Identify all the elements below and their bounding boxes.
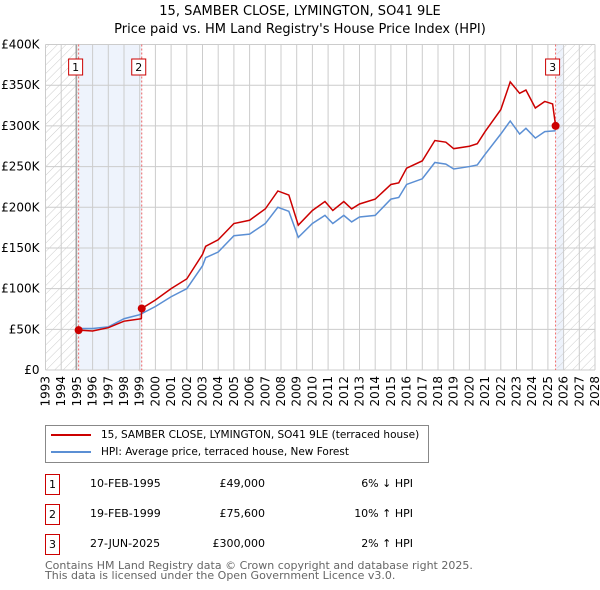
x-tick-label: 2026 xyxy=(557,376,571,407)
sale-price: £75,600 xyxy=(219,507,266,520)
x-tick-label: 2007 xyxy=(258,376,272,407)
x-tick-label: 2015 xyxy=(384,376,398,407)
sale-badge: 2 xyxy=(45,504,60,525)
sale-date: 27-JUN-2025 xyxy=(90,537,161,550)
legend-blue-line xyxy=(51,451,91,453)
x-tick-label: 1993 xyxy=(39,376,53,407)
x-tick-label: 2021 xyxy=(478,376,492,407)
x-tick-label: 2024 xyxy=(525,376,539,407)
sale-badge xyxy=(68,58,84,76)
price-paid-line xyxy=(78,80,557,332)
sale-badge-label: 3 xyxy=(549,61,556,74)
sale-badge xyxy=(545,58,561,76)
chart-title: 15, SAMBER CLOSE, LYMINGTON, SO41 9LE xyxy=(159,4,441,19)
legend-label-hpi: HPI: Average price, terraced house, New … xyxy=(101,446,349,458)
sale-hpi-diff: 2% ↑ HPI xyxy=(361,537,413,550)
x-tick-label: 2003 xyxy=(196,376,210,407)
sale-date: 19-FEB-1999 xyxy=(90,507,161,520)
x-tick-label: 1997 xyxy=(101,376,115,407)
x-tick-label: 2004 xyxy=(211,376,225,407)
x-tick-label: 2022 xyxy=(494,376,508,407)
x-tick-label: 1996 xyxy=(86,376,100,407)
x-tick-label: 2023 xyxy=(510,376,524,407)
x-tick-label: 2008 xyxy=(274,376,288,407)
x-tick-label: 2027 xyxy=(572,376,586,407)
footer: Contains HM Land Registry data © Crown c… xyxy=(45,559,473,582)
x-tick-label: 2017 xyxy=(415,376,429,407)
y-tick-label: £50K xyxy=(9,322,41,336)
footer-line-1: Contains HM Land Registry data © Crown c… xyxy=(45,559,473,572)
x-tick-label: 2011 xyxy=(321,376,335,407)
x-tick-label: 2018 xyxy=(431,376,445,407)
x-tick-label: 2014 xyxy=(368,376,382,407)
x-tick-label: 1994 xyxy=(54,376,68,407)
sale-row: 2 19-FEB-1999 £75,600 10% ↑ HPI xyxy=(45,504,445,525)
sale-row: 1 10-FEB-1995 £49,000 6% ↓ HPI xyxy=(45,474,445,495)
sale-point xyxy=(74,326,83,335)
legend-label-property: 15, SAMBER CLOSE, LYMINGTON, SO41 9LE (t… xyxy=(101,429,420,441)
x-tick-label: 1998 xyxy=(117,376,131,407)
x-tick-label: 2025 xyxy=(541,376,555,407)
x-tick-label: 2009 xyxy=(290,376,304,407)
sale-price: £300,000 xyxy=(212,537,266,550)
sale-point xyxy=(551,121,560,130)
sale-badge: 3 xyxy=(45,534,60,555)
y-tick-label: £350K xyxy=(1,78,41,92)
y-tick-label: £150K xyxy=(1,241,41,255)
sale-hpi-diff: 6% ↓ HPI xyxy=(361,477,413,490)
y-tick-label: £250K xyxy=(1,160,41,174)
x-tick-label: 2019 xyxy=(447,376,461,407)
x-tick-label: 2013 xyxy=(353,376,367,407)
x-tick-label: 2020 xyxy=(462,376,476,407)
sale-badge-label: 1 xyxy=(72,61,79,74)
sale-badge: 1 xyxy=(45,474,60,495)
legend-red-line xyxy=(51,434,91,436)
x-tick-label: 2016 xyxy=(400,376,414,407)
y-tick-label: £200K xyxy=(1,200,41,214)
sale-row: 3 27-JUN-2025 £300,000 2% ↑ HPI xyxy=(45,534,445,555)
sale-hpi-diff: 10% ↑ HPI xyxy=(354,507,413,520)
y-tick-label: £300K xyxy=(1,119,41,133)
footer-line-2: This data is licensed under the Open Gov… xyxy=(45,569,396,582)
x-tick-label: 2010 xyxy=(305,376,319,407)
x-tick-label: 2012 xyxy=(337,376,351,407)
x-tick-label: 2006 xyxy=(243,376,257,407)
x-tick-label: 2000 xyxy=(148,376,162,407)
y-tick-label: £100K xyxy=(1,282,41,296)
sale-badge xyxy=(131,58,147,76)
sale-point xyxy=(137,304,146,313)
x-tick-label: 2005 xyxy=(227,376,241,407)
hpi-line xyxy=(78,119,556,330)
x-tick-label: 2002 xyxy=(180,376,194,407)
y-tick-label: £400K xyxy=(1,38,41,52)
sale-date: 10-FEB-1995 xyxy=(90,477,161,490)
x-tick-label: 1999 xyxy=(133,376,147,407)
x-tick-label: 2001 xyxy=(164,376,178,407)
x-tick-label: 2028 xyxy=(588,376,600,407)
sale-badge-label: 2 xyxy=(135,61,142,74)
chart-subtitle: Price paid vs. HM Land Registry's House … xyxy=(114,22,486,37)
legend: 15, SAMBER CLOSE, LYMINGTON, SO41 9LE (t… xyxy=(45,425,429,463)
y-tick-label: £0 xyxy=(24,363,39,377)
price-chart: 1993 1994 1995 1996 1997 1998 1999 2000 2001 2002… xyxy=(1,38,600,407)
sale-price: £49,000 xyxy=(219,477,266,490)
x-tick-label: 1995 xyxy=(70,376,84,407)
